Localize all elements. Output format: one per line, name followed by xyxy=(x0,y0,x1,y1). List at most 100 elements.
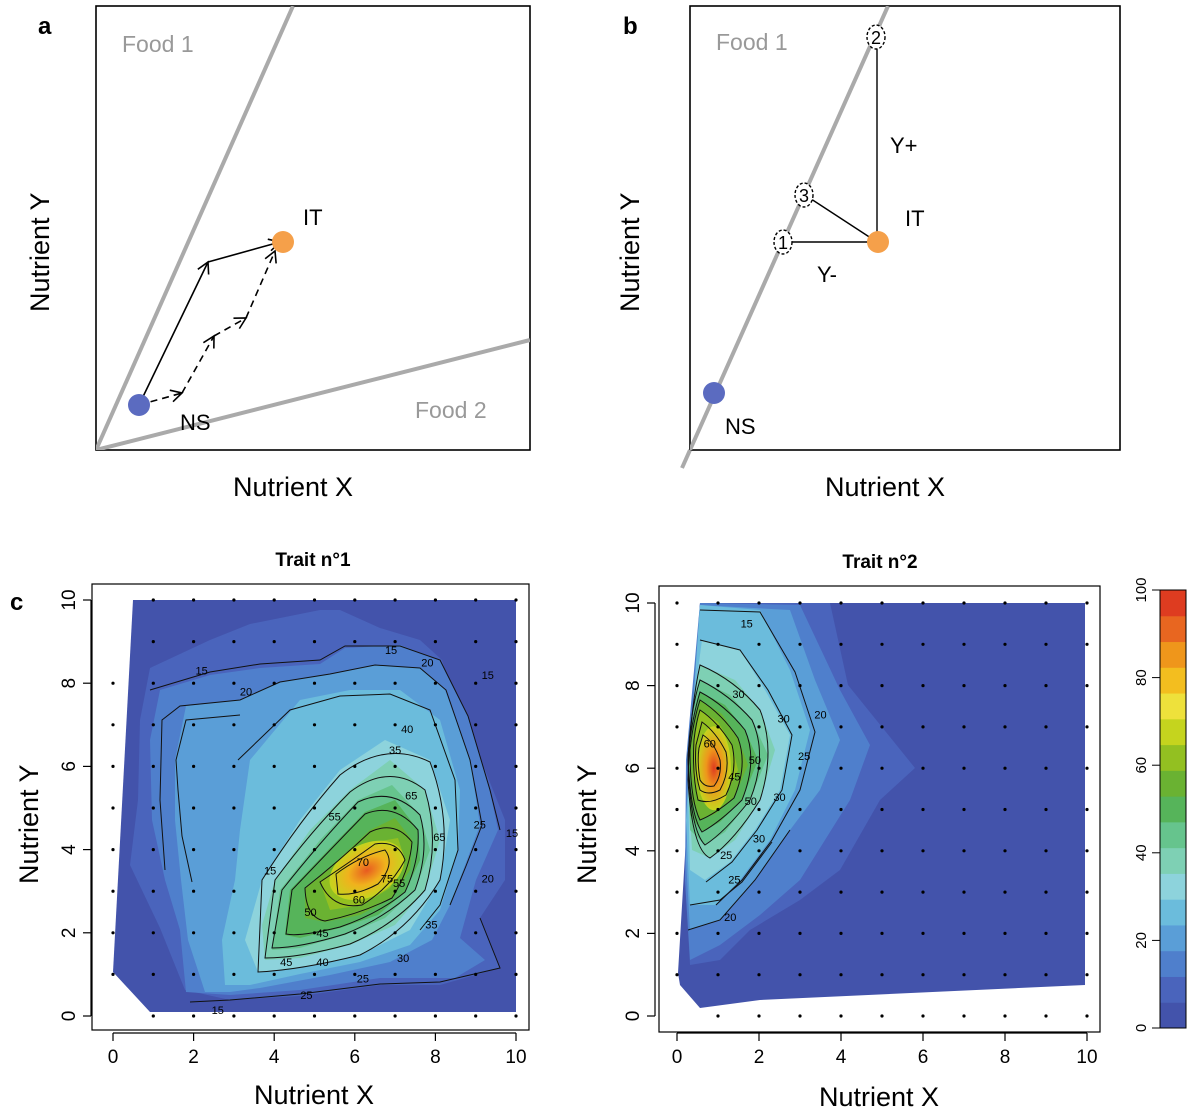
contour-line xyxy=(697,734,721,787)
path-arrow xyxy=(245,249,277,319)
contour-label: 30 xyxy=(753,833,765,845)
sample-point xyxy=(880,931,884,936)
trait1-axes: 0 2 4 6 8 10 0 2 4 6 8 10 xyxy=(59,589,527,1068)
sample-point xyxy=(757,1014,761,1018)
panel-b: b Food 1 2 3 1 NS IT Y+ Y- Nutrient X Nu… xyxy=(615,5,1121,502)
sample-point xyxy=(353,681,357,685)
sample-point xyxy=(798,890,802,894)
sample-point xyxy=(433,1014,437,1018)
colorbar-tick-label: 80 xyxy=(1133,669,1150,686)
trait1-sample-points xyxy=(111,598,518,1018)
sample-point xyxy=(272,931,276,935)
sample-point xyxy=(232,640,236,644)
sample-point xyxy=(353,598,357,602)
sample-point xyxy=(232,681,236,685)
contour-line xyxy=(695,721,728,794)
contour-label: 15 xyxy=(212,1005,224,1017)
sample-point xyxy=(880,1014,884,1018)
sample-point xyxy=(393,972,397,977)
sample-point xyxy=(353,1014,357,1018)
sample-point xyxy=(757,684,761,688)
sample-point xyxy=(514,806,518,810)
trait1-peak xyxy=(329,840,405,901)
sample-point xyxy=(232,848,236,852)
sample-point xyxy=(393,1014,397,1018)
trait2-peak xyxy=(696,726,731,811)
panel-b-ylabel: Nutrient Y xyxy=(615,192,645,312)
y-plus-label: Y+ xyxy=(890,133,918,158)
sample-point xyxy=(272,681,276,685)
contour-line xyxy=(689,841,773,906)
sample-point xyxy=(111,764,115,769)
contour-line xyxy=(175,714,241,883)
sample-point xyxy=(839,931,843,936)
sample-point xyxy=(1044,973,1048,977)
sample-point xyxy=(192,598,196,602)
colorbar-tick-label: 100 xyxy=(1133,577,1150,602)
sample-point xyxy=(474,598,478,602)
trait2-frame xyxy=(658,585,1101,1033)
sample-point xyxy=(1085,890,1089,894)
trait1-xlabel: Nutrient X xyxy=(254,1080,374,1110)
sample-point xyxy=(716,1014,720,1018)
x-tick-label: 6 xyxy=(350,1047,361,1068)
sample-point xyxy=(474,889,478,893)
contour-label: 20 xyxy=(724,912,736,924)
sample-point xyxy=(433,848,437,852)
sample-point xyxy=(151,681,155,685)
contour-line xyxy=(264,776,433,959)
sample-point xyxy=(151,723,155,727)
x-tick-label: 10 xyxy=(505,1047,526,1068)
sample-point xyxy=(1085,807,1089,812)
sample-point xyxy=(192,1014,196,1018)
contour-line xyxy=(699,639,793,883)
sample-point xyxy=(111,972,115,977)
colorbar-swatch xyxy=(1160,924,1186,952)
sample-point xyxy=(675,849,679,853)
sample-point xyxy=(798,973,802,977)
sample-point xyxy=(716,931,720,936)
sample-point xyxy=(798,725,802,729)
sample-point xyxy=(880,684,884,688)
sample-point xyxy=(798,684,802,688)
sample-point xyxy=(111,681,115,685)
sample-point xyxy=(192,723,196,727)
sample-point xyxy=(474,723,478,727)
y-tick-label: 6 xyxy=(623,763,644,774)
sample-point xyxy=(312,1014,317,1018)
contour-label: 60 xyxy=(704,738,716,750)
sample-point xyxy=(272,889,276,893)
colorbar-swatch xyxy=(1160,641,1186,668)
sample-point xyxy=(839,973,843,977)
svg-text:3: 3 xyxy=(799,186,809,206)
sample-point xyxy=(272,723,276,727)
sample-point xyxy=(1085,973,1089,977)
sample-point xyxy=(272,972,276,977)
sample-point xyxy=(353,806,357,810)
colorbar-swatch xyxy=(1160,667,1186,694)
colorbar-swatch xyxy=(1160,615,1186,643)
sample-point xyxy=(514,1014,518,1018)
sample-point xyxy=(433,681,437,685)
sample-point xyxy=(474,806,478,810)
sample-point xyxy=(433,889,437,893)
sample-point xyxy=(272,1014,276,1018)
sample-point xyxy=(192,681,196,685)
sample-point xyxy=(393,848,397,852)
sample-point xyxy=(1044,684,1048,688)
sample-point xyxy=(962,684,966,688)
y-tick-label: 0 xyxy=(623,1011,644,1022)
contour-label: 35 xyxy=(425,919,437,931)
sample-point xyxy=(880,807,884,812)
sample-point xyxy=(798,601,802,605)
sample-point xyxy=(1003,684,1007,688)
sample-point xyxy=(962,642,966,646)
sample-point xyxy=(921,931,925,936)
sample-point xyxy=(757,973,761,977)
sample-point xyxy=(1044,931,1048,936)
sample-point xyxy=(757,931,761,936)
sample-point xyxy=(433,764,437,769)
start-point xyxy=(703,382,725,404)
sample-point xyxy=(839,601,843,605)
